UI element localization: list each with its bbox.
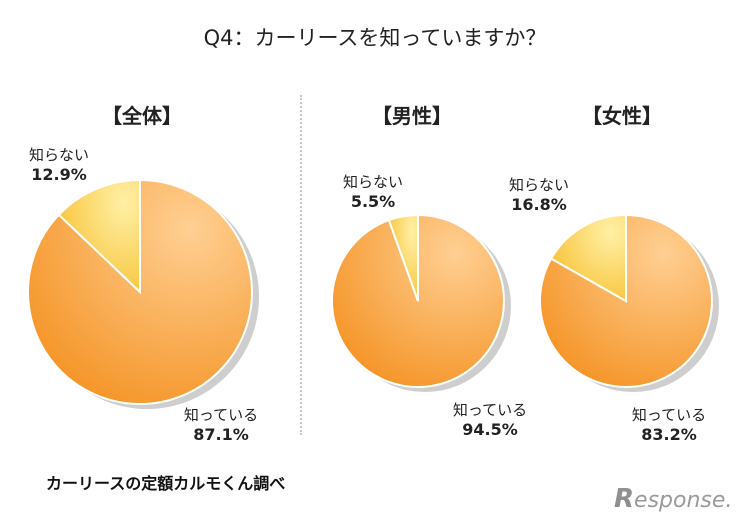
pie-title-male: 【男性】 [372, 104, 452, 128]
slice-value-male-unknown: 5.5% [350, 192, 396, 211]
pie-title-overall: 【全体】 [102, 104, 182, 128]
pie-slice-female-unknown [549, 213, 627, 303]
slice-value-female-unknown: 16.8% [511, 195, 567, 214]
response-logo: Response. [614, 484, 733, 514]
source-note: カーリースの定額カルモくん調べ [46, 474, 286, 493]
pie-slice-female-known [539, 213, 713, 388]
slice-value-overall-unknown: 12.9% [31, 165, 87, 184]
pie-overall [27, 178, 259, 409]
slice-label-male-unknown: 知らない [342, 173, 403, 191]
pie-slice-overall-unknown [57, 178, 141, 295]
pie-title-female: 【女性】 [582, 104, 662, 128]
slice-value-male-known: 94.5% [462, 420, 518, 439]
panel-divider [300, 95, 302, 435]
slice-value-female-known: 83.2% [641, 425, 697, 444]
pie-male [331, 213, 511, 392]
slice-label-female-known: 知っている [631, 406, 707, 424]
slice-label-female-unknown: 知らない [508, 176, 569, 194]
slice-label-overall-unknown: 知らない [28, 146, 89, 164]
pie-slice-male-unknown [387, 213, 419, 302]
chart-title: Q4：カーリースを知っていますか？ [203, 26, 547, 50]
pie-female [539, 213, 719, 392]
slice-value-overall-known: 87.1% [193, 425, 249, 444]
slice-label-male-known: 知っている [452, 401, 528, 419]
slice-label-overall-known: 知っている [183, 406, 259, 424]
